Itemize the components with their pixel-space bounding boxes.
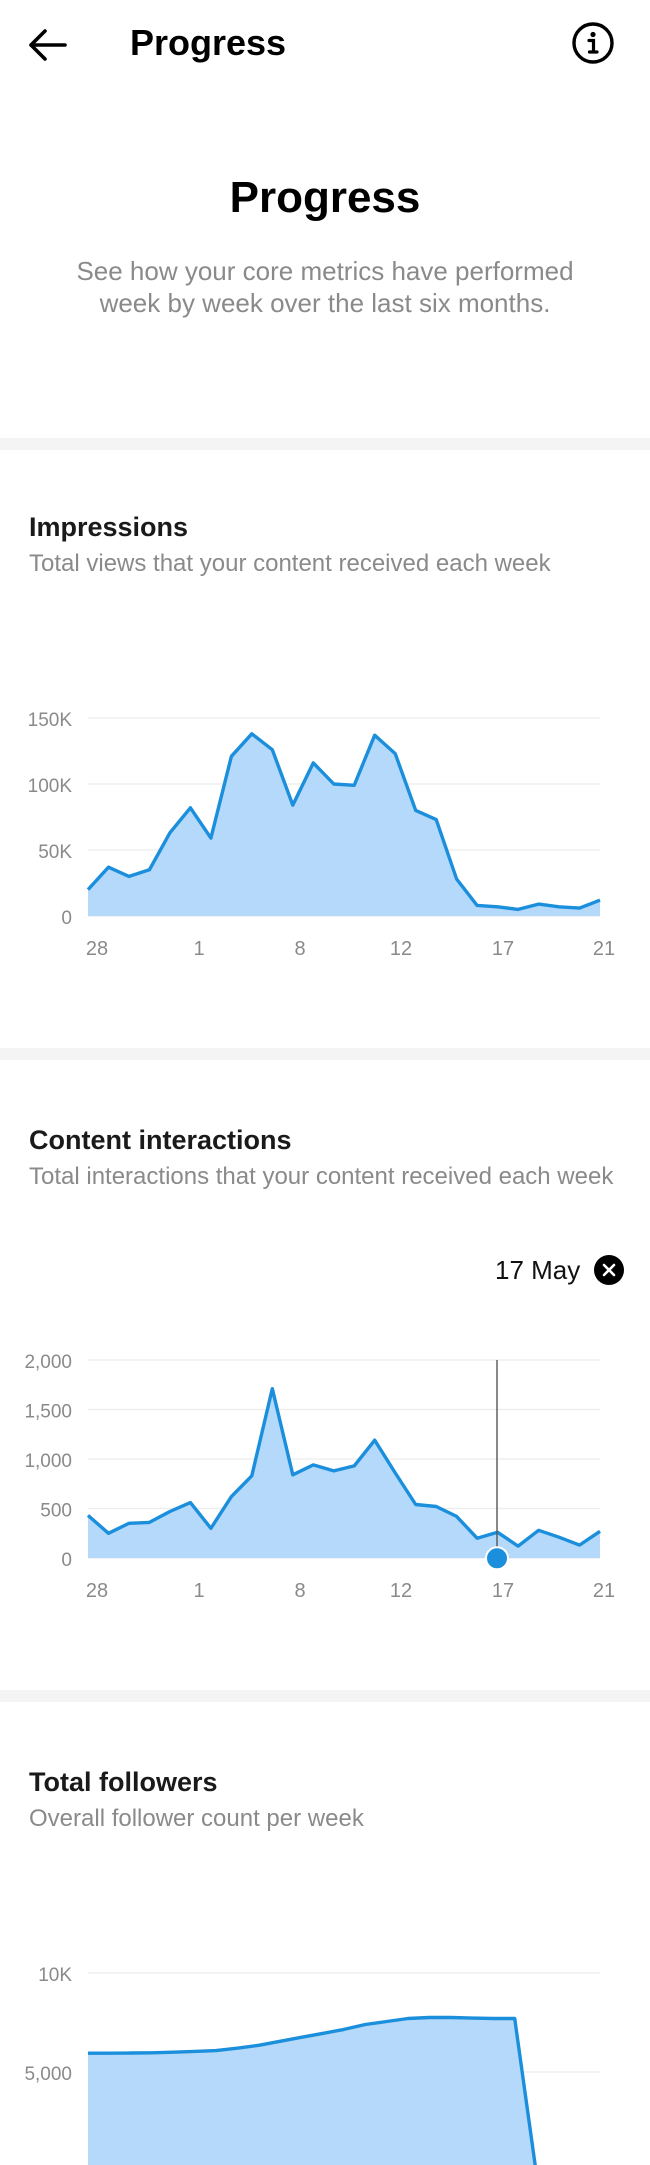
x-tick-label: 21 — [593, 938, 615, 960]
impressions-title: Impressions — [29, 512, 189, 542]
section-divider — [0, 1048, 650, 1060]
impressions-subtitle: Total views that your content received e… — [29, 550, 551, 577]
y-tick-label: 0 — [61, 908, 72, 929]
x-tick-label: 28 — [86, 1580, 108, 1602]
x-tick-label: 21 — [593, 1580, 615, 1602]
y-tick-label: 50K — [38, 842, 72, 863]
hero-subtitle: See how your core metrics have performed… — [76, 256, 574, 318]
x-tick-label: 12 — [390, 938, 412, 960]
interactions-subtitle: Total interactions that your content rec… — [29, 1163, 614, 1190]
y-tick-label: 100K — [28, 776, 73, 797]
y-tick-label: 1,000 — [24, 1451, 72, 1472]
selected-date-chip: 17 May — [495, 1250, 625, 1290]
y-tick-label: 10K — [38, 1965, 72, 1986]
followers-title: Total followers — [29, 1767, 218, 1797]
info-icon — [572, 22, 614, 64]
series-line — [86, 732, 601, 912]
y-tick-label: 1,500 — [24, 1402, 72, 1423]
page-title: Progress — [130, 22, 287, 63]
selected-data-point — [485, 1546, 509, 1571]
series-area — [88, 733, 600, 916]
y-tick-label: 500 — [40, 1501, 72, 1522]
x-tick-label: 17 — [492, 938, 514, 960]
y-tick-label: 0 — [61, 1550, 72, 1571]
clear-selection-button[interactable] — [594, 1255, 625, 1285]
top-bar: Progress — [0, 0, 650, 90]
x-tick-label: 8 — [294, 1580, 305, 1602]
section-divider — [0, 438, 650, 450]
x-tick-label: 17 — [492, 1580, 514, 1602]
x-tick-label: 1 — [193, 938, 204, 960]
y-tick-label: 150K — [28, 710, 73, 731]
interactions-title: Content interactions — [29, 1125, 292, 1155]
selected-date-label: 17 May — [495, 1254, 581, 1285]
x-tick-label: 1 — [193, 1580, 204, 1602]
y-tick-label: 2,000 — [24, 1352, 72, 1373]
followers-subtitle: Overall follower count per week — [29, 1805, 364, 1832]
back-button[interactable] — [22, 20, 72, 70]
arrow-left-icon — [29, 29, 67, 61]
info-button[interactable] — [568, 18, 618, 68]
x-tick-label: 28 — [86, 938, 108, 960]
y-tick-label: 5,000 — [24, 2064, 72, 2085]
hero-title: Progress — [229, 173, 421, 222]
series-line — [86, 1387, 601, 1548]
section-divider — [0, 1690, 650, 1702]
close-icon — [602, 1263, 616, 1277]
x-tick-label: 12 — [390, 1580, 412, 1602]
series-area — [88, 1388, 600, 1558]
series-area — [88, 2017, 536, 2165]
x-tick-label: 8 — [294, 938, 305, 960]
y-tick-label: 0 — [61, 2163, 72, 2165]
hero-section: Progress See how your core metrics have … — [0, 90, 650, 438]
series-line — [88, 2015, 537, 2165]
